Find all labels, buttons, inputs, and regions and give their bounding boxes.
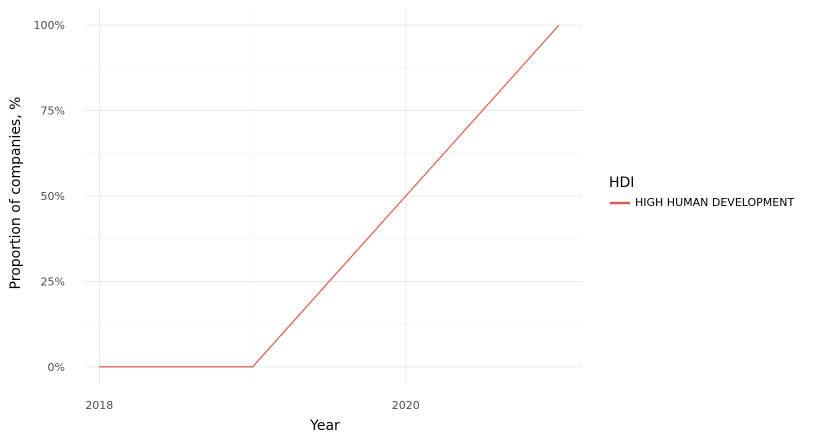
x-tick-labels: 2018 2020	[85, 399, 419, 412]
y-tick-label: 75%	[41, 105, 65, 118]
major-gridlines	[84, 8, 582, 384]
series-line-high-human-development	[99, 24, 560, 368]
legend-label-high-human-development: HIGH HUMAN DEVELOPMENT	[635, 196, 794, 209]
y-tick-label: 25%	[41, 275, 65, 288]
legend-title: HDI	[609, 175, 634, 191]
legend: HDI HIGH HUMAN DEVELOPMENT	[609, 175, 794, 209]
y-tick-label: 100%	[34, 19, 65, 32]
y-axis-title: Proportion of companies, %	[8, 97, 24, 290]
y-tick-labels: 0% 25% 50% 75% 100%	[34, 19, 65, 374]
x-axis-title: Year	[309, 418, 340, 434]
y-tick-label: 0%	[48, 361, 65, 374]
series-layer	[99, 24, 560, 368]
x-tick-label: 2020	[392, 399, 420, 412]
y-tick-label: 50%	[41, 190, 65, 203]
x-tick-label: 2018	[85, 399, 113, 412]
